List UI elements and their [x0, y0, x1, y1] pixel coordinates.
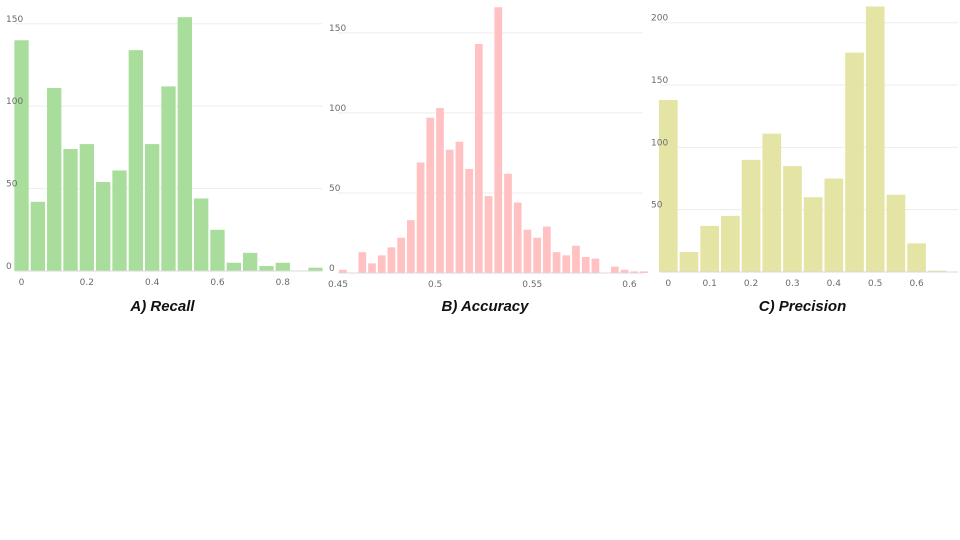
- chart-caption: A) Recall: [130, 298, 195, 315]
- histogram-bar: [416, 162, 425, 273]
- y-tick-label: 100: [329, 104, 346, 114]
- histogram-bar: [455, 141, 464, 273]
- histogram-bar: [542, 226, 551, 273]
- x-tick-label: 0.4: [145, 278, 160, 288]
- histogram-bar: [513, 202, 522, 273]
- histogram-bar: [494, 7, 503, 273]
- histogram-bar: [406, 220, 415, 273]
- recall-histogram: 0 50 100 150 0 0.2 0.4 0.6 0.8: [6, 15, 323, 288]
- histogram-bar: [783, 166, 802, 272]
- chart-panel-precision: 50 100 150 200 0 0.1 0.2 0.3 0.4 0.5 0.6 C) Precis…: [645, 0, 960, 330]
- histogram-bar: [865, 6, 885, 273]
- x-tick-label: 0.55: [522, 280, 542, 290]
- histogram-bar: [591, 258, 600, 273]
- histogram-bar: [474, 44, 483, 274]
- histogram-bar: [387, 247, 396, 273]
- histogram-bar: [161, 86, 176, 271]
- histogram-bar: [523, 229, 532, 273]
- histogram-bar: [581, 256, 590, 273]
- y-tick-label: 150: [329, 24, 346, 34]
- x-tick-label: 0.2: [744, 279, 758, 289]
- x-tick-label: 0.2: [80, 278, 94, 288]
- histogram-bar: [308, 267, 323, 271]
- x-tick-label: 0.45: [328, 280, 348, 290]
- histogram-bar: [700, 225, 720, 272]
- x-tick-label: 0.5: [868, 279, 882, 289]
- x-tick-label: 0.6: [210, 278, 225, 288]
- histogram-bar: [721, 215, 740, 272]
- histogram-bar: [640, 271, 648, 273]
- y-tick-label: 150: [6, 15, 23, 25]
- histogram-bar: [226, 262, 241, 271]
- histogram-bar: [552, 252, 561, 273]
- histogram-bar: [445, 149, 454, 273]
- precision-histogram: 50 100 150 200 0 0.1 0.2 0.3 0.4 0.5 0.6: [651, 6, 958, 289]
- histogram-bar: [96, 182, 111, 271]
- y-tick-label: 50: [6, 180, 18, 190]
- histogram-bar: [572, 245, 580, 273]
- accuracy-histogram: 0 50 100 150 0.45 0.5 0.55 0.6: [328, 7, 648, 290]
- x-tick-label: 0.5: [428, 280, 442, 290]
- histogram-bar: [339, 269, 347, 273]
- x-tick-label: 0: [19, 278, 25, 288]
- histogram-bar: [210, 229, 225, 271]
- histogram-bar: [14, 40, 29, 271]
- histogram-bar: [907, 243, 926, 272]
- chart-panel-recall: 0 50 100 150 0 0.2 0.4 0.6 0.8 A) Recall: [0, 0, 325, 330]
- histogram-bar: [128, 50, 144, 271]
- histogram-bar: [658, 99, 678, 273]
- y-tick-label: 150: [651, 76, 668, 86]
- x-tick-label: 0.8: [276, 278, 291, 288]
- histogram-bar: [630, 271, 639, 273]
- x-tick-label: 0.6: [909, 279, 924, 289]
- histogram-bar: [275, 262, 290, 271]
- histogram-bar: [803, 197, 823, 272]
- histogram-bar: [79, 144, 95, 271]
- histogram-bar: [620, 269, 629, 273]
- histogram-bar: [30, 201, 46, 271]
- histogram-bar: [927, 270, 947, 272]
- histogram-bar: [484, 196, 493, 273]
- y-tick-label: 200: [651, 14, 668, 24]
- histogram-bar: [242, 252, 258, 271]
- histogram-bar: [436, 108, 444, 273]
- histogram-bar: [63, 149, 78, 271]
- x-tick-label: 0.1: [703, 279, 717, 289]
- y-tick-label: 0: [329, 264, 335, 274]
- x-tick-label: 0: [665, 279, 671, 289]
- histogram-bar: [377, 255, 386, 273]
- histogram-bar: [112, 170, 127, 271]
- y-tick-label: 100: [651, 138, 668, 148]
- histogram-bar: [562, 255, 571, 273]
- histogram-bar: [358, 252, 367, 273]
- y-tick-label: 0: [6, 262, 12, 272]
- y-tick-label: 50: [651, 201, 663, 211]
- x-tick-label: 0.6: [622, 280, 637, 290]
- histogram-bar: [259, 266, 274, 271]
- histogram-bar: [845, 52, 864, 272]
- histogram-bar: [368, 263, 376, 273]
- x-tick-label: 0.4: [827, 279, 842, 289]
- chart-panel-accuracy: 0 50 100 150 0.45 0.5 0.55 0.6 B) Accuracy: [325, 0, 648, 330]
- y-tick-label: 50: [329, 184, 341, 194]
- histogram-bar: [47, 88, 62, 271]
- x-tick-label: 0.3: [785, 279, 799, 289]
- histogram-bar: [610, 266, 619, 273]
- histogram-bar: [397, 237, 405, 273]
- histogram-bar: [465, 168, 473, 273]
- histogram-bar: [741, 159, 761, 272]
- y-tick-label: 100: [6, 97, 23, 107]
- histogram-bar: [762, 133, 782, 272]
- chart-caption: B) Accuracy: [441, 298, 529, 315]
- histogram-bar: [426, 117, 435, 273]
- histogram-bar: [679, 252, 699, 272]
- histogram-bar: [886, 194, 906, 272]
- histogram-bar: [177, 17, 192, 272]
- chart-caption: C) Precision: [758, 298, 847, 315]
- histogram-bar: [533, 237, 541, 273]
- histogram-bar: [193, 198, 209, 271]
- histogram-bar: [824, 178, 844, 272]
- histogram-bar: [504, 173, 512, 273]
- histogram-bar: [145, 144, 160, 271]
